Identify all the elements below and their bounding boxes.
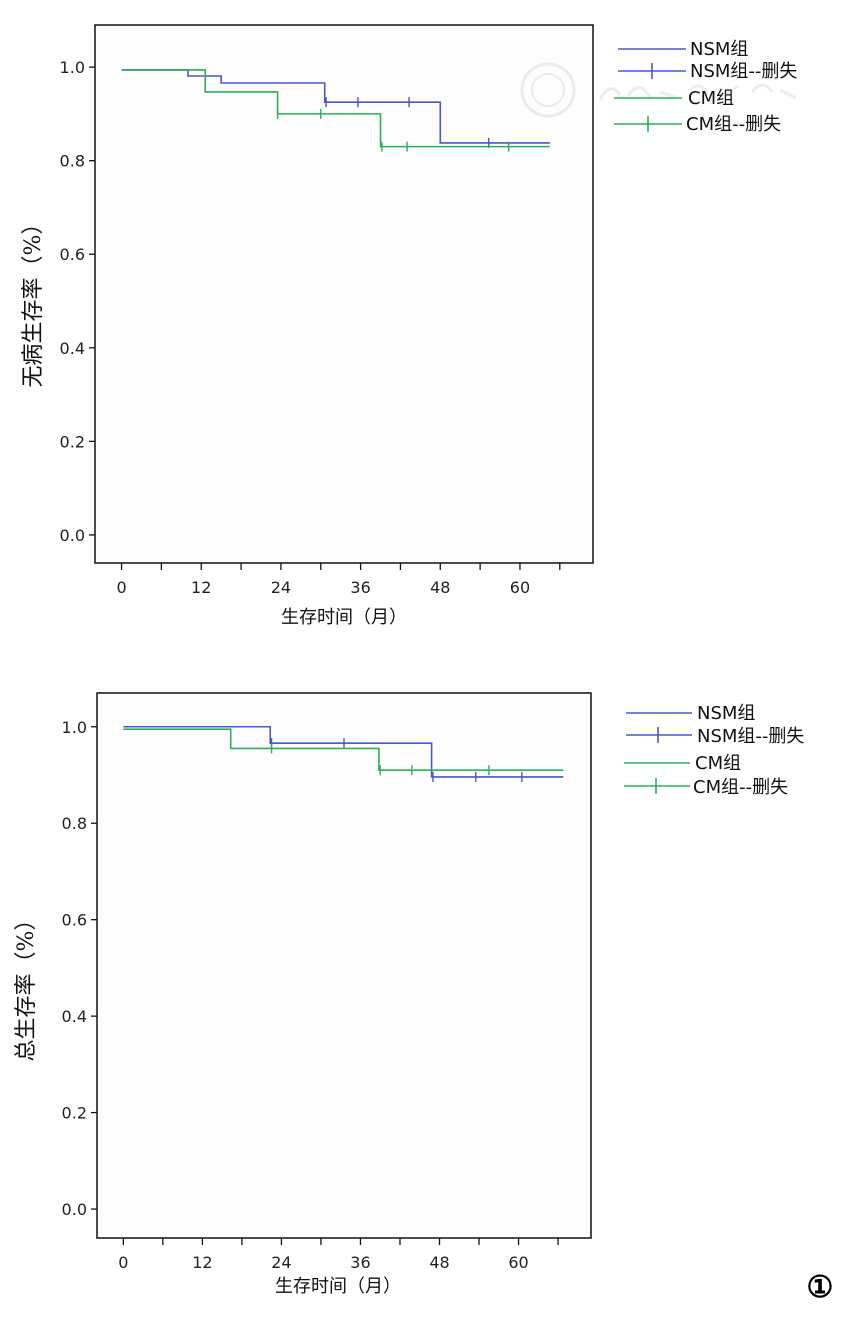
os-legend-cm-censored-label: CM组--删失 bbox=[693, 777, 788, 798]
dfs-cm-survival-curve bbox=[121, 69, 550, 148]
os-plot-background bbox=[97, 693, 591, 1238]
os-y-axis-title: 总生存率（%） bbox=[14, 909, 39, 1062]
dfs-plot-frame bbox=[94, 24, 594, 564]
dfs-y-tick-label: 0.8 bbox=[60, 152, 85, 171]
os-x-ticks: 0 12 24 36 48 60 bbox=[118, 1238, 559, 1272]
dfs-x-tick-label: 48 bbox=[430, 578, 450, 597]
dfs-legend-nsm-censored-label: NSM组--删失 bbox=[690, 61, 797, 82]
os-x-axis-title: 生存时间（月） bbox=[275, 1276, 401, 1297]
dfs-legend-cm-censored-label: CM组--删失 bbox=[686, 114, 781, 135]
dfs-y-axis-title: 无病生存率（%） bbox=[21, 213, 46, 388]
panel-number: ① bbox=[807, 1270, 834, 1305]
os-x-tick-label: 0 bbox=[118, 1253, 128, 1272]
os-plot-frame bbox=[96, 692, 592, 1239]
os-x-tick-label: 60 bbox=[508, 1253, 528, 1272]
os-y-tick-label: 0.0 bbox=[62, 1200, 87, 1219]
os-y-tick-label: 1.0 bbox=[62, 718, 87, 737]
os-legend: NSM组 NSM组--删失 CM组 CM组--删失 bbox=[624, 703, 804, 798]
dfs-y-tick-label: 1.0 bbox=[60, 58, 85, 77]
dfs-x-tick-label: 24 bbox=[271, 578, 291, 597]
dfs-series bbox=[121, 69, 550, 152]
os-chart: 0.0 0.2 0.4 0.6 0.8 1.0 0 12 24 36 48 60 生存时间（月） 总… bbox=[14, 692, 804, 1297]
dfs-plot-background bbox=[95, 25, 593, 563]
os-x-tick-label: 24 bbox=[271, 1253, 291, 1272]
os-nsm-survival-curve bbox=[123, 725, 564, 778]
os-y-tick-label: 0.2 bbox=[62, 1104, 87, 1123]
dfs-y-ticks: 0.0 0.2 0.4 0.6 0.8 1.0 bbox=[60, 58, 95, 545]
os-legend-nsm-label: NSM组 bbox=[697, 703, 755, 724]
os-series bbox=[123, 725, 564, 782]
os-legend-nsm-censored-label: NSM组--删失 bbox=[697, 726, 804, 747]
dfs-legend: NSM组 NSM组--删失 CM组 CM组--删失 bbox=[614, 39, 797, 135]
os-y-tick-label: 0.8 bbox=[62, 814, 87, 833]
dfs-legend-cm-label: CM组 bbox=[688, 88, 734, 109]
os-x-tick-label: 48 bbox=[429, 1253, 449, 1272]
dfs-chart: 0.0 0.2 0.4 0.6 0.8 1.0 0 12 24 36 48 60 生存时间（月） 无… bbox=[21, 24, 797, 628]
os-cm-survival-curve bbox=[123, 728, 564, 771]
os-x-tick-label: 12 bbox=[192, 1253, 212, 1272]
journal-watermark bbox=[520, 62, 797, 118]
os-legend-cm-label: CM组 bbox=[695, 753, 741, 774]
dfs-x-tick-label: 36 bbox=[350, 578, 370, 597]
dfs-x-tick-label: 60 bbox=[510, 578, 530, 597]
os-y-tick-label: 0.4 bbox=[62, 1007, 87, 1026]
dfs-x-tick-label: 12 bbox=[191, 578, 211, 597]
dfs-y-tick-label: 0.2 bbox=[60, 432, 85, 451]
dfs-x-ticks: 0 12 24 36 48 60 bbox=[116, 563, 561, 597]
os-x-tick-label: 36 bbox=[350, 1253, 370, 1272]
dfs-x-tick-label: 0 bbox=[116, 578, 126, 597]
os-y-tick-label: 0.6 bbox=[62, 911, 87, 930]
os-y-ticks: 0.0 0.2 0.4 0.6 0.8 1.0 bbox=[62, 718, 97, 1219]
dfs-y-tick-label: 0.0 bbox=[60, 526, 85, 545]
dfs-nsm-survival-curve bbox=[121, 69, 550, 144]
dfs-y-tick-label: 0.4 bbox=[60, 339, 85, 358]
dfs-legend-nsm-label: NSM组 bbox=[690, 39, 748, 60]
dfs-x-axis-title: 生存时间（月） bbox=[281, 607, 407, 628]
dfs-y-tick-label: 0.6 bbox=[60, 245, 85, 264]
